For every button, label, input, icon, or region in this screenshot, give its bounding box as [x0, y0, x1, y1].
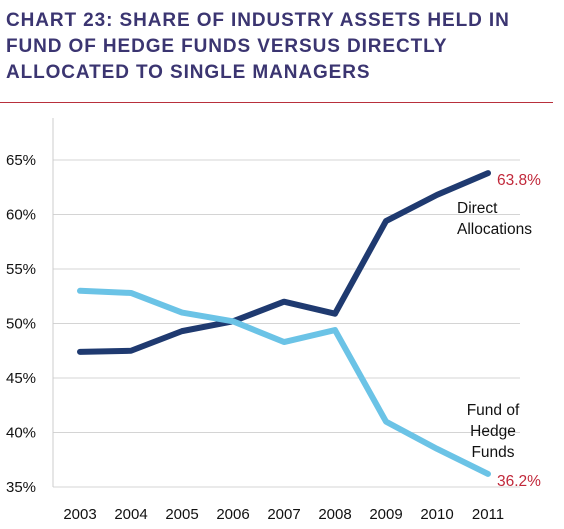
series-label-line: Fund of	[467, 402, 520, 419]
series-label-line: Direct	[457, 200, 498, 217]
series-labels: 63.8% Direct Allocations 36.2% Fund of Hedge F…	[457, 172, 541, 490]
y-tick-label: 45%	[6, 370, 36, 387]
x-tick-label: 2006	[216, 506, 249, 523]
y-tick-label: 65%	[6, 152, 36, 169]
x-tick-label: 2011	[472, 506, 504, 523]
gridlines	[53, 159, 520, 488]
y-tick-labels: 35% 40% 45% 50% 55% 60% 65%	[6, 152, 36, 496]
chart-title: CHART 23: SHARE OF INDUSTRY ASSETS HELD …	[6, 10, 510, 83]
y-tick-label: 55%	[6, 261, 36, 278]
x-tick-label: 2007	[267, 506, 300, 523]
y-tick-label: 40%	[6, 425, 36, 442]
y-tick-label: 35%	[6, 479, 36, 496]
series-label-line: Allocations	[457, 221, 532, 238]
x-tick-label: 2008	[318, 506, 351, 523]
end-value-label: 36.2%	[497, 473, 541, 490]
x-tick-labels: 2003 2004 2005 2006 2007 2008 2009 2010 2011	[63, 506, 504, 523]
end-value-label: 63.8%	[497, 172, 541, 189]
series-lines	[77, 170, 491, 477]
series-line-direct-allocations	[77, 170, 491, 355]
x-tick-label: 2009	[369, 506, 402, 523]
x-tick-label: 2005	[165, 506, 198, 523]
y-tick-label: 50%	[6, 316, 36, 333]
series-label-line: Funds	[471, 444, 514, 461]
title-divider	[0, 102, 553, 103]
x-tick-label: 2010	[420, 506, 453, 523]
x-tick-label: 2004	[114, 506, 147, 523]
series-label-line: Hedge	[470, 423, 516, 440]
x-tick-label: 2003	[63, 506, 96, 523]
series-line-fund-of-hedge-funds	[77, 287, 491, 477]
y-tick-label: 60%	[6, 207, 36, 224]
